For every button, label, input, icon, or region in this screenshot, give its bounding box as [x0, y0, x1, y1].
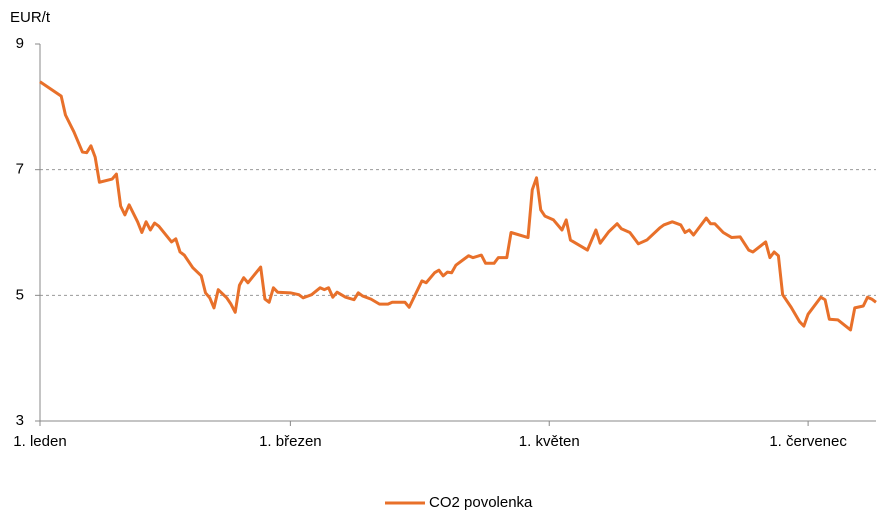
y-axis-label: EUR/t	[10, 9, 51, 26]
y-tick-label: 3	[16, 412, 24, 429]
x-tick-label: 1. červenec	[769, 433, 847, 450]
x-tick-label: 1. březen	[259, 433, 322, 450]
y-tick-label: 7	[16, 161, 24, 178]
x-tick-label: 1. květen	[519, 433, 580, 450]
y-tick-label: 5	[16, 286, 24, 303]
y-tick-label: 9	[16, 35, 24, 52]
line-series	[39, 80, 877, 332]
x-tick-label: 1. leden	[13, 433, 66, 450]
legend-label: CO2 povolenka	[429, 494, 533, 511]
